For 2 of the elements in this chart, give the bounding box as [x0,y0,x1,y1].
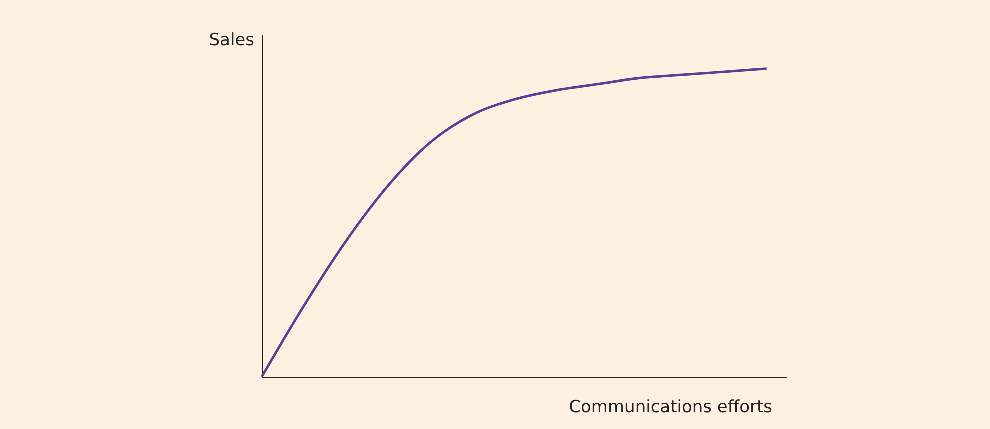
y-axis-title: Sales [209,30,255,50]
x-axis-title: Communications efforts [569,398,773,418]
